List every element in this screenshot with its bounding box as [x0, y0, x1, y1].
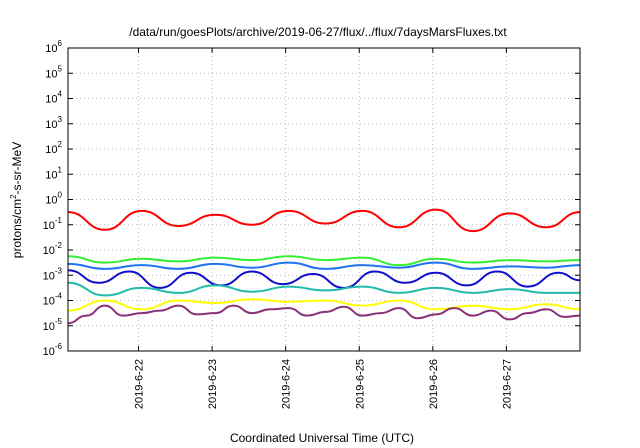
x-tick-label: 2019-6-27 — [501, 359, 513, 409]
series-line-1 — [67, 255, 581, 267]
series-line-4 — [67, 281, 580, 297]
x-tick-label: 2019-6-24 — [281, 359, 293, 409]
y-tick-label: 100 — [45, 191, 62, 207]
grid-lines — [68, 48, 580, 351]
y-tick-label: 104 — [45, 90, 62, 106]
x-axis-ticks: 2019-6-22 2019-6-23 2019-6-24 2019-6-25 2019… — [134, 48, 513, 409]
y-tick-label: 10-5 — [43, 317, 63, 333]
x-tick-label: 2019-6-25 — [354, 359, 366, 409]
y-tick-label: 10-4 — [43, 292, 63, 308]
y-tick-label: 102 — [45, 140, 62, 156]
y-tick-label: 10-6 — [43, 342, 63, 358]
x-tick-label: 2019-6-23 — [207, 359, 219, 409]
data-series — [67, 208, 581, 325]
series-line-6 — [67, 304, 581, 325]
x-tick-label: 2019-6-26 — [428, 359, 440, 409]
series-line-5 — [67, 298, 581, 312]
y-axis-label: protons/cm2-s-sr-MeV — [9, 142, 24, 258]
y-tick-label: 101 — [45, 165, 62, 181]
y-tick-label: 10-3 — [43, 266, 63, 282]
series-line-2 — [67, 261, 581, 270]
y-tick-label: 103 — [45, 115, 62, 131]
y-tick-label: 106 — [45, 39, 62, 55]
chart-title: /data/run/goesPlots/archive/2019-06-27/f… — [129, 25, 507, 39]
x-axis-label: Coordinated Universal Time (UTC) — [230, 431, 414, 445]
x-tick-label: 2019-6-22 — [134, 359, 146, 409]
y-tick-label: 10-2 — [43, 241, 63, 257]
y-axis-ticks: 10-6 10-5 10-4 10-3 10-2 10-1 100 101 102 103 104 1… — [43, 39, 580, 358]
y-tick-label: 10-1 — [43, 216, 63, 232]
series-line-0 — [67, 208, 581, 233]
series-line-3 — [67, 269, 581, 289]
y-tick-label: 105 — [45, 64, 62, 80]
